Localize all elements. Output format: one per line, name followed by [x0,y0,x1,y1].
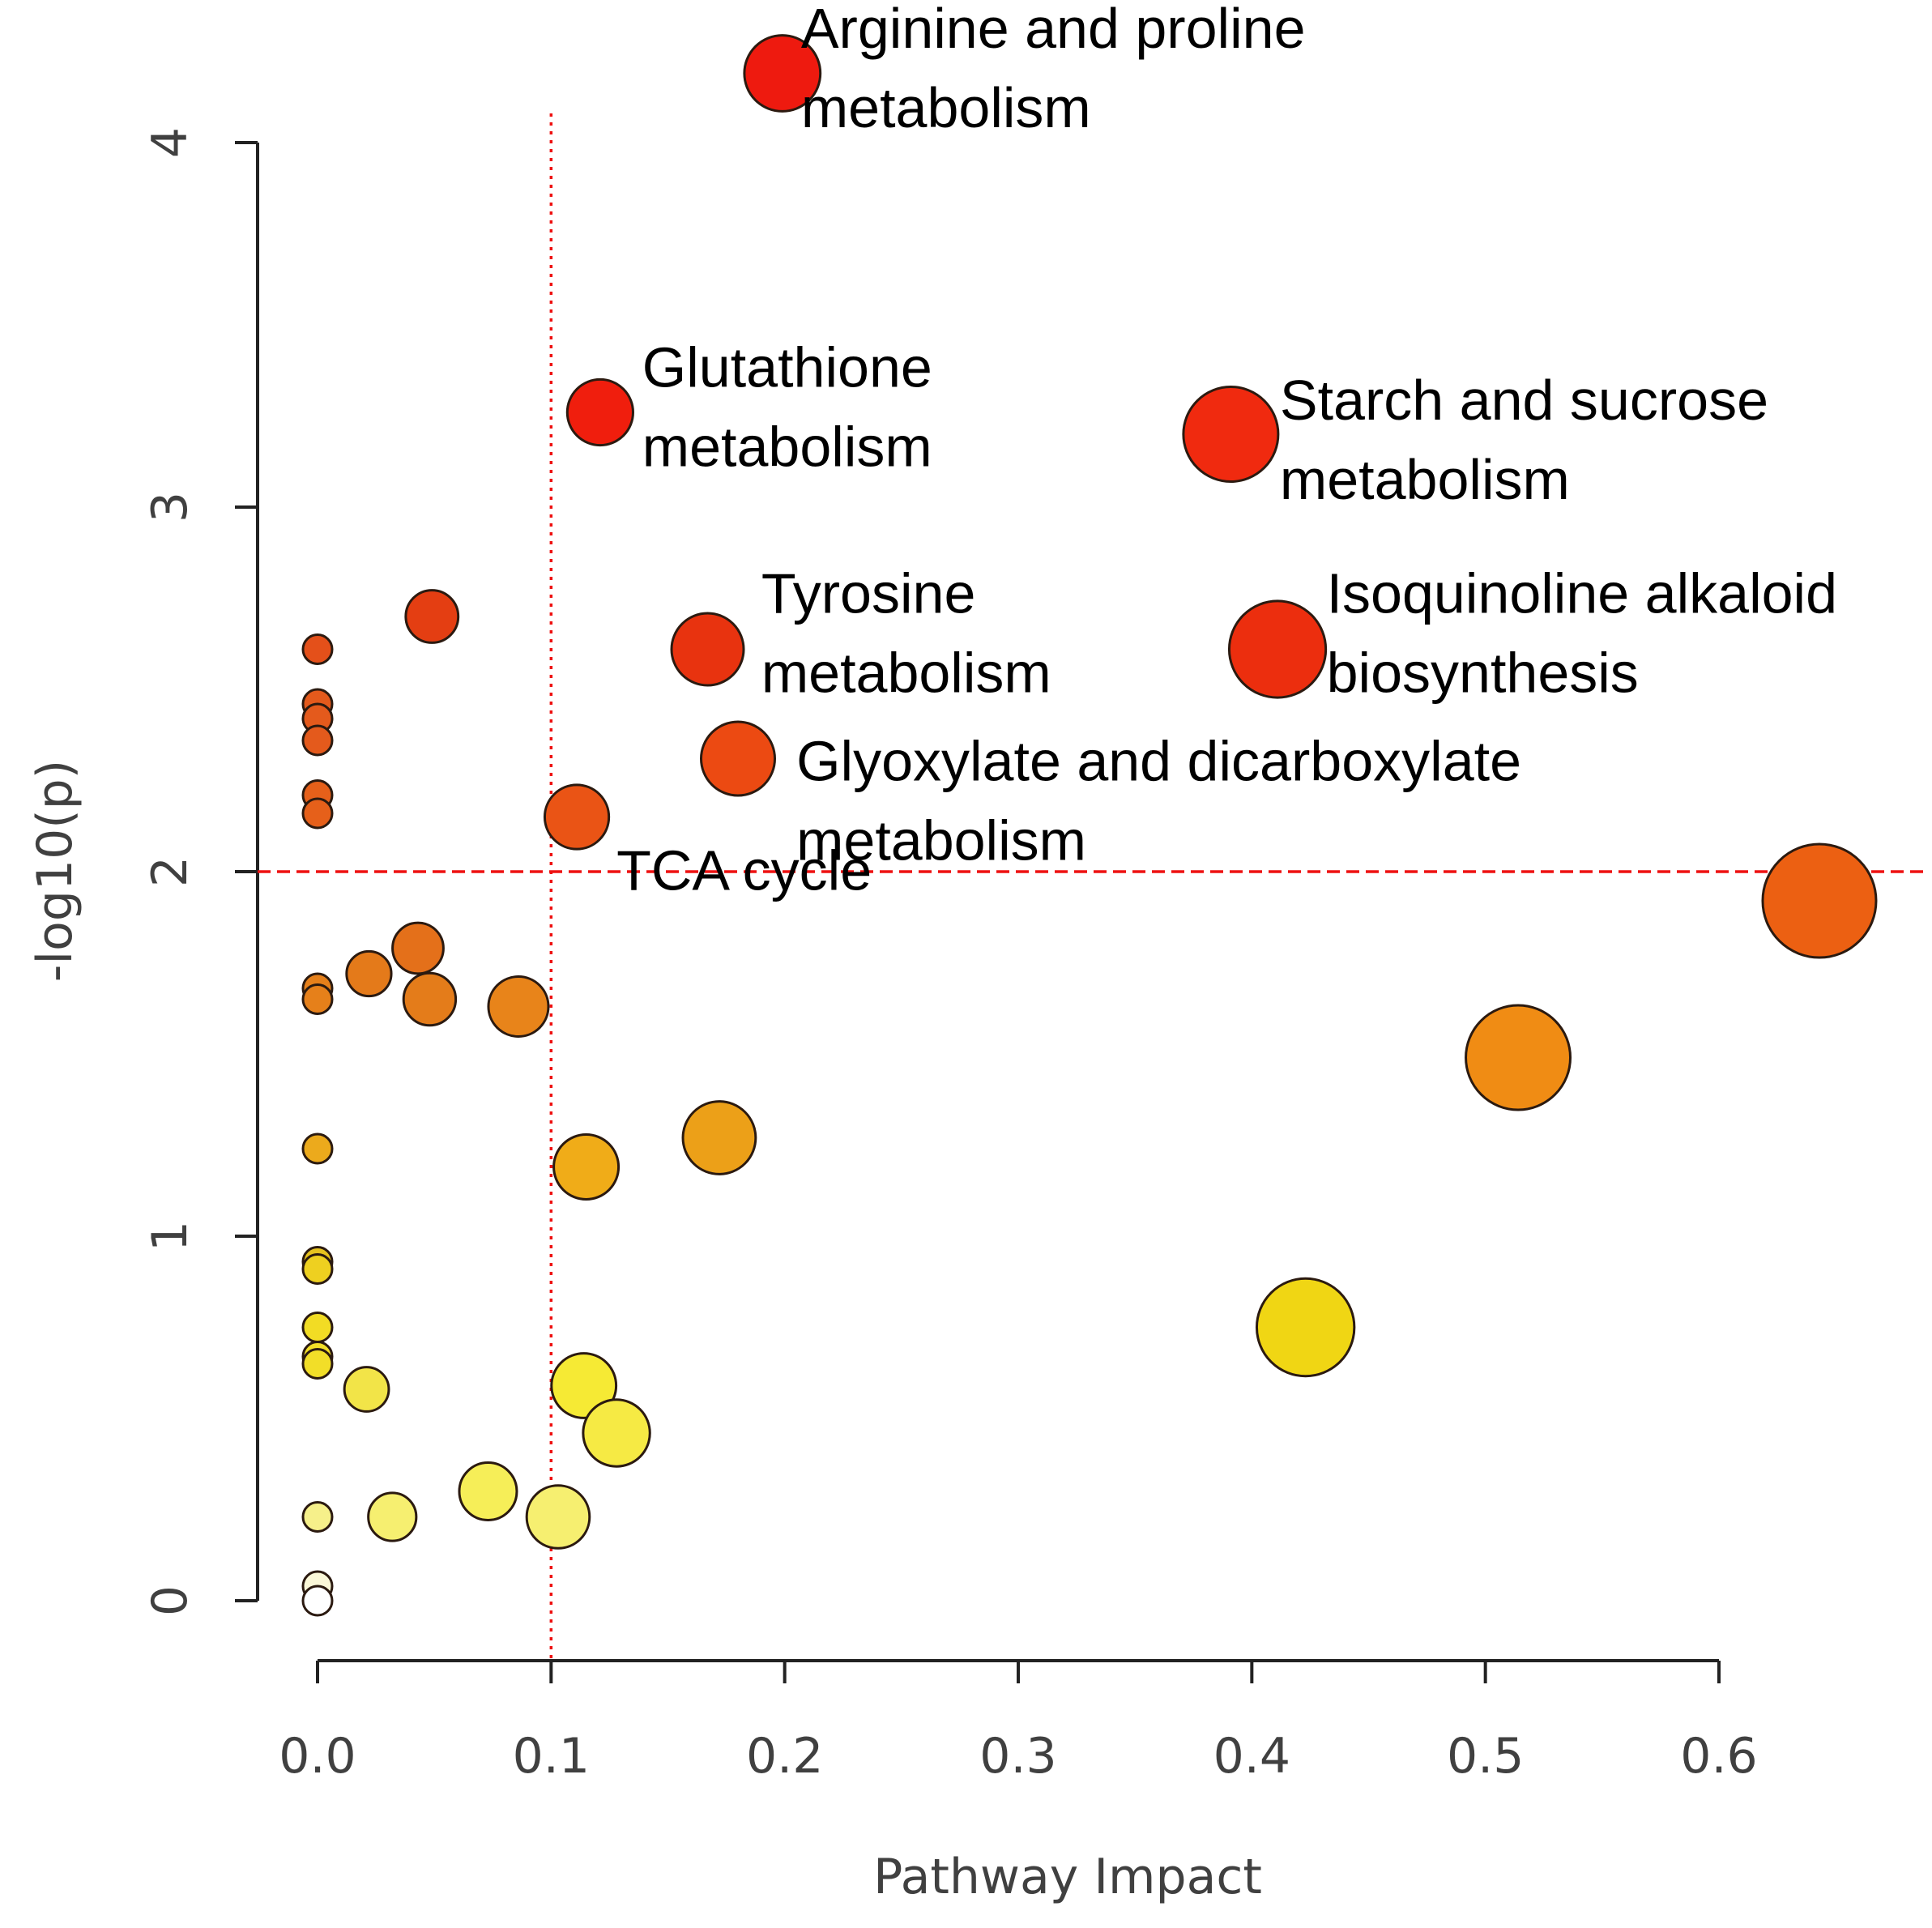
x-tick-label: 0.4 [1213,1728,1290,1785]
pathway-label: Tyrosine metabolism [761,562,1051,705]
pathway-label-line: biosynthesis [1327,642,1639,705]
x-tick-label: 0.3 [979,1728,1056,1785]
data-point [301,633,334,665]
data-point [301,724,334,757]
data-point [700,720,776,797]
pathway-label-line: Starch and sucrose [1280,369,1768,432]
data-point [367,1491,418,1542]
data-point [670,612,745,687]
data-point [487,975,550,1038]
data-point [1182,386,1280,483]
y-tick-label: 3 [142,492,198,523]
data-point [1255,1277,1356,1378]
data-point [391,921,445,975]
pathway-annotations: Arginine and proline metabolismGlutathion… [616,0,1837,902]
y-tick-label: 2 [142,856,198,887]
data-point [681,1100,757,1175]
data-point [402,971,458,1027]
data-point [404,589,460,644]
y-tick-label: 0 [142,1585,198,1616]
data-point [565,377,634,447]
pathway-label: Glyoxylate and dicarboxylate metabolism [796,730,1521,872]
x-ticks: 0.0 0.1 0.2 0.3 0.4 0.5 0.6 [279,1661,1758,1785]
data-point [301,1253,334,1285]
data-points [301,34,1878,1617]
x-tick-label: 0.2 [746,1728,823,1785]
data-point [301,797,334,830]
pathway-label: Arginine and proline metabolism [801,0,1306,139]
data-point [301,1501,334,1533]
data-point [582,1398,651,1468]
data-point [301,1585,334,1617]
data-point [543,783,611,851]
pathway-label: Glutathione metabolism [642,336,932,479]
pathway-label-line: metabolism [801,76,1091,139]
x-tick-label: 0.0 [279,1728,356,1785]
data-point [550,1352,618,1419]
pathway-label-line: metabolism [796,809,1086,872]
data-point [301,983,334,1015]
pathway-label-line: Glutathione [642,336,932,399]
data-point [343,1366,390,1413]
y-tick-label: 1 [142,1221,198,1252]
data-point [743,34,822,113]
y-ticks: 0 1 2 3 4 [142,127,258,1616]
data-point [525,1484,591,1550]
pathway-label-line: metabolism [761,642,1051,705]
x-tick-label: 0.1 [513,1728,590,1785]
pathway-label: Starch and sucrose metabolism [1280,369,1768,511]
pathway-label-line: metabolism [1280,448,1570,511]
data-point [301,1348,334,1380]
x-tick-label: 0.6 [1680,1728,1757,1785]
pathway-label-line: Tyrosine [761,562,976,625]
pathway-label-line: Glyoxylate and dicarboxylate [796,730,1521,793]
y-axis-title: -log10(p) [27,760,83,982]
data-point [1761,842,1878,959]
pathway-label-line: Arginine and proline [801,0,1306,60]
data-point [301,1132,334,1165]
data-point [1465,1004,1572,1111]
data-point [345,949,393,998]
pathway-label: Isoquinoline alkaloid biosynthesis [1327,562,1837,705]
pathway-label-line: Isoquinoline alkaloid [1327,562,1837,625]
pathway-label: TCA cycle [616,839,872,902]
data-point [458,1461,518,1521]
data-point [301,1312,334,1343]
x-axis-title: Pathway Impact [873,1849,1262,1905]
data-point [552,1133,621,1201]
y-tick-label: 4 [142,127,198,158]
x-tick-label: 0.5 [1447,1728,1524,1785]
pathway-label-line: metabolism [642,416,932,479]
pathway-label-line: TCA cycle [616,839,872,902]
data-point [1227,599,1328,699]
